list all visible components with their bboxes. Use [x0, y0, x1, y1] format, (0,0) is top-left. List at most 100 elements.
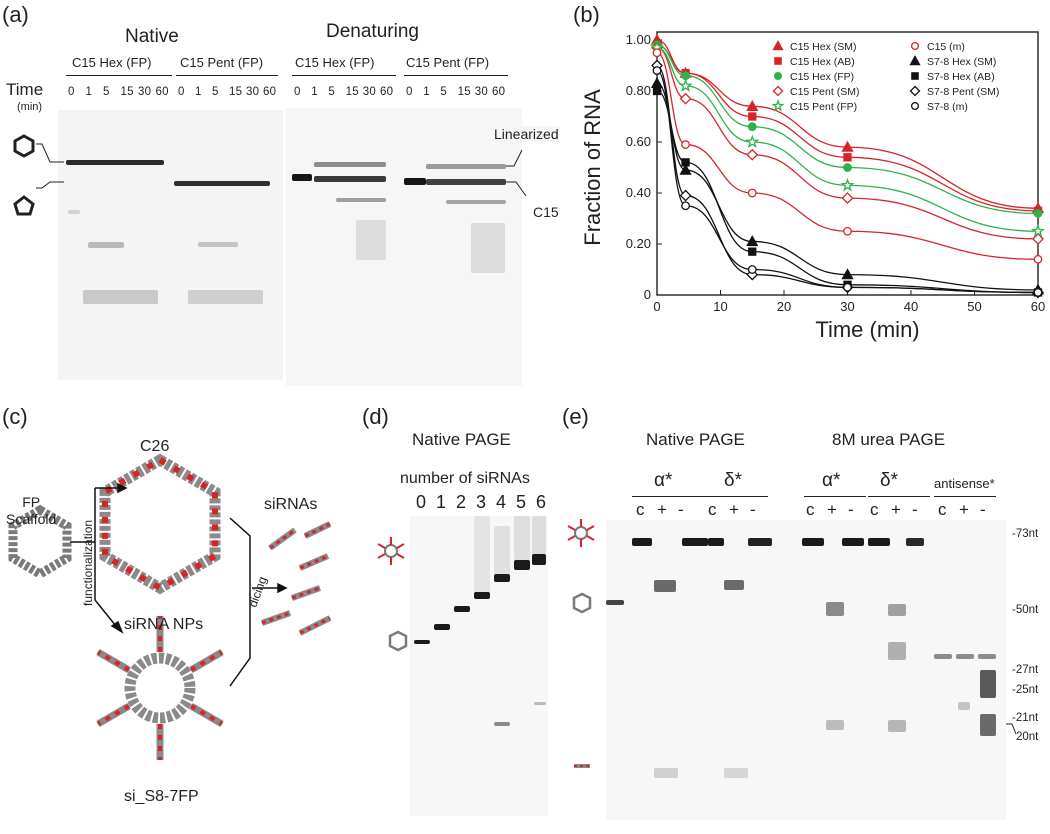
data-point: [843, 282, 852, 292]
timepoint-label: 60: [263, 86, 277, 98]
timepoint-label: 30: [138, 86, 152, 98]
lane-mark: c: [870, 500, 879, 519]
group-denat-pent: C15 Pent (FP): [406, 55, 490, 70]
lane-number: 3: [476, 492, 487, 512]
legend-marker: [772, 40, 784, 51]
denaturing-gel-a: [286, 108, 522, 386]
timepoint-label: 5: [328, 86, 335, 98]
functionalization-text: functionalization: [81, 520, 95, 606]
timepoint-label: 15: [229, 86, 243, 98]
fp-scaffold-text: FP Scaffold: [6, 494, 57, 527]
sirna-fragments: [260, 521, 332, 636]
data-point: [1033, 288, 1043, 297]
data-point: [652, 86, 662, 96]
legend-label: C15 (m): [927, 41, 965, 53]
legend-marker: [771, 99, 785, 112]
group-denat-hex: C15 Hex (FP): [295, 55, 375, 70]
panel-d-subtitle: number of siRNAs: [400, 470, 530, 487]
si-s8-text: si_S8-7FP: [124, 788, 199, 805]
data-point: [681, 201, 690, 211]
y-tick-label: 0.60: [626, 134, 651, 149]
lane-number: 2: [456, 492, 467, 512]
data-point: [679, 163, 692, 175]
data-point: [746, 99, 759, 111]
sirna-duplex-icon: [574, 764, 590, 768]
hexagon-icon: [388, 630, 408, 652]
legend-marker: [910, 101, 920, 111]
legend-label: C15 Hex (FP): [790, 71, 854, 83]
c15-label: C15: [533, 204, 559, 220]
data-point: [1033, 208, 1043, 218]
legend-marker: [909, 85, 921, 97]
lane-mark: -: [980, 500, 986, 519]
legend-label: S7-8 Hex (AB): [927, 71, 995, 83]
timepoint-label: 1: [195, 86, 202, 98]
data-point: [652, 48, 662, 58]
group-antisense: antisense*: [934, 476, 995, 491]
timepoint-label: 15: [457, 86, 471, 98]
lane-number: 5: [516, 492, 527, 512]
legend-marker: [772, 85, 784, 97]
series-line: [656, 52, 1039, 260]
timepoint-label: 30: [474, 86, 488, 98]
lane-mark: -: [848, 500, 854, 519]
lane-mark: +: [891, 500, 901, 519]
data-point: [747, 188, 757, 198]
x-tick-label: 50: [967, 299, 981, 314]
lane-mark: c: [708, 500, 717, 519]
data-point: [841, 140, 854, 152]
x-tick-label: 0: [653, 299, 660, 314]
panel-e-label: (e): [562, 404, 589, 429]
lane-mark: +: [827, 500, 837, 519]
panel-d-label: (d): [362, 404, 389, 429]
legend-label: C15 Pent (FP): [790, 101, 857, 113]
lane-number: 1: [436, 492, 447, 512]
timepoint-label: 1: [85, 86, 93, 98]
data-point: [678, 78, 693, 92]
data-point: [1030, 223, 1046, 238]
gel-a-pointer-lines: [506, 149, 527, 197]
sirna-np-icon: [567, 519, 595, 547]
group-native-pent: C15 Pent (FP): [180, 55, 264, 70]
timepoint-label: 60: [380, 86, 394, 98]
legend-marker: [909, 55, 921, 66]
timepoint-label: 30: [246, 86, 260, 98]
data-point: [652, 66, 662, 75]
group-delta-native: δ*: [724, 470, 742, 491]
lane-mark: +: [657, 500, 667, 519]
y-tick-label: 0.80: [626, 83, 651, 98]
hexagon-icon: [572, 592, 592, 614]
data-point: [841, 268, 854, 280]
y-tick-label: 0.40: [626, 185, 651, 200]
timepoint-label: 15: [120, 86, 134, 98]
timepoint-label: 5: [103, 86, 110, 98]
data-point: [681, 71, 690, 81]
dicing-bracket: [229, 517, 288, 687]
data-point: [679, 189, 692, 202]
legend-label: S7-8 Hex (SM): [927, 56, 996, 68]
marker-bracket: [1006, 723, 1017, 735]
data-point: [843, 153, 852, 162]
urea-page-title: 8M urea PAGE: [832, 430, 946, 449]
timepoint-label: 0: [294, 86, 301, 98]
data-point: [1032, 232, 1044, 245]
timepoint-label: 30: [362, 86, 376, 98]
legend-label: C15 Hex (SM): [790, 41, 857, 53]
legend-marker: [774, 57, 782, 65]
legend-marker: [911, 72, 919, 80]
lane-mark: +: [729, 500, 739, 519]
timepoint-label: 1: [423, 86, 430, 98]
group-alpha-urea: α*: [822, 470, 841, 491]
panel-b-label: (b): [573, 2, 600, 27]
data-point: [747, 265, 757, 274]
lane-mark: +: [959, 500, 969, 519]
band-pointer-lines: [36, 143, 64, 189]
timepoint-label: 0: [68, 86, 75, 98]
timepoint-label: 5: [440, 86, 447, 98]
panel-c-label: (c): [2, 404, 28, 429]
timepoint-label: 60: [492, 86, 506, 98]
time-label: Time: [6, 80, 44, 99]
nanoparticle-scheme: functionalization dicing: [8, 453, 332, 760]
data-point: [748, 112, 757, 121]
data-point: [748, 247, 757, 256]
